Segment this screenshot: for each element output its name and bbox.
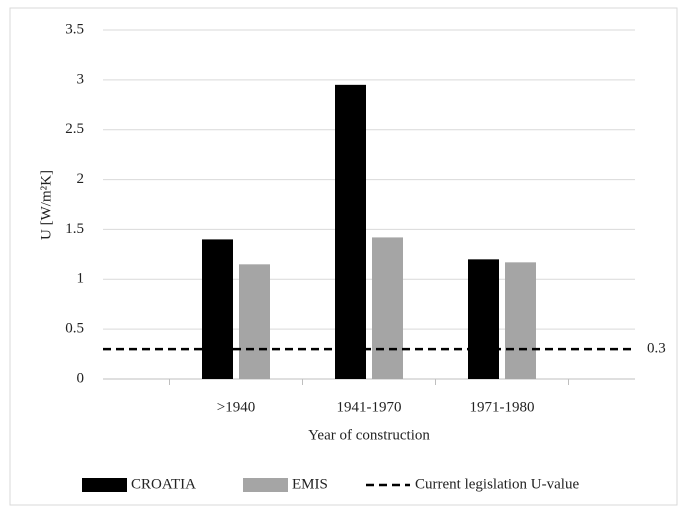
y-axis-title: U [W/m²K] [38, 170, 54, 240]
bar [202, 239, 233, 379]
y-tick-label: 0 [77, 370, 85, 386]
x-tick-label: 1941-1970 [337, 399, 402, 415]
x-tick-label: >1940 [217, 399, 255, 415]
x-axis-title: Year of construction [308, 427, 430, 443]
bar [335, 84, 366, 379]
legend-swatch [243, 478, 288, 492]
legend-label: CROATIA [131, 476, 196, 492]
legend-label: Current legislation U-value [415, 476, 579, 492]
y-tick-label: 3 [77, 71, 85, 87]
y-tick-label: 2 [77, 171, 85, 187]
bar [239, 264, 270, 379]
bar [372, 237, 403, 379]
bar [468, 259, 499, 379]
x-tick-label: 1971-1980 [470, 399, 535, 415]
y-tick-label: 0.5 [65, 321, 84, 337]
y-tick-label: 1.5 [65, 221, 84, 237]
y-tick-label: 1 [77, 271, 85, 287]
y-tick-label: 2.5 [65, 121, 84, 137]
data-label: 0.3 [647, 341, 666, 357]
y-tick-label: 3.5 [65, 21, 84, 37]
bar [505, 262, 536, 379]
legend-swatch [82, 478, 127, 492]
legend-label: EMIS [292, 476, 328, 492]
chart-frame [9, 7, 678, 506]
